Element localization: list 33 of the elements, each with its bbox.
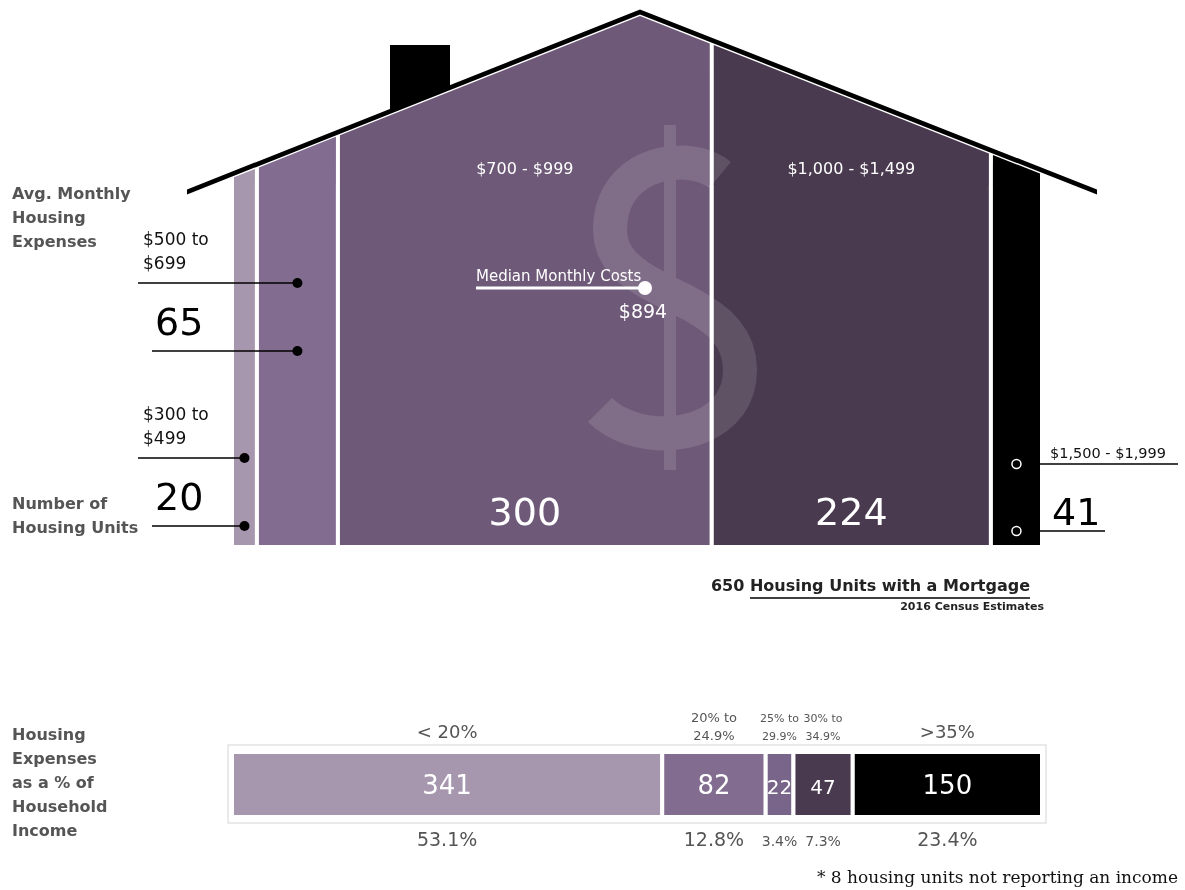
data-label: 47 <box>810 775 836 799</box>
series-label: 30% to 34.9% <box>803 712 843 743</box>
data-label: 300 <box>488 490 562 534</box>
text: Housing Expenses as a % of Household Income <box>12 725 108 840</box>
data-label: 22 <box>766 775 793 799</box>
data-label: 341 <box>422 770 472 800</box>
series-label: $700 - $999 <box>476 159 574 178</box>
data-label: 20 <box>155 475 204 519</box>
series-label: < 20% <box>416 721 478 742</box>
text: 650 Housing Units with a Mortgage <box>710 576 1031 595</box>
data-label: 224 <box>815 490 888 534</box>
text: Number of Housing Units <box>12 494 139 537</box>
annotation: $894 <box>618 300 668 322</box>
text: 2016 Census Estimates <box>900 600 1045 613</box>
series-label: 25% to 29.9% <box>760 712 800 743</box>
series-label: $1,500 - $1,999 <box>1050 445 1166 461</box>
text: 7.3% <box>805 833 841 849</box>
data-label: 65 <box>155 300 204 344</box>
data-label: 150 <box>922 770 973 800</box>
series-label: >35% <box>919 721 975 742</box>
text: Avg. Monthly Housing Expenses <box>12 184 132 251</box>
text: 3.4% <box>761 833 798 849</box>
series-label: 20% to 24.9% <box>690 710 738 743</box>
text: * 8 housing units not reporting an income <box>816 867 1178 887</box>
text: 23.4% <box>917 828 978 850</box>
text: 12.8% <box>683 828 745 850</box>
series-label: $1,000 - $1,499 <box>787 159 916 178</box>
text: 53.1% <box>416 828 478 850</box>
text: $500 to $699 <box>143 229 209 273</box>
data-label: 82 <box>697 770 731 800</box>
data-label: 41 <box>1052 490 1101 534</box>
annotation: Median Monthly Costs <box>476 267 642 285</box>
series-label: $300 to $499 <box>143 404 209 448</box>
